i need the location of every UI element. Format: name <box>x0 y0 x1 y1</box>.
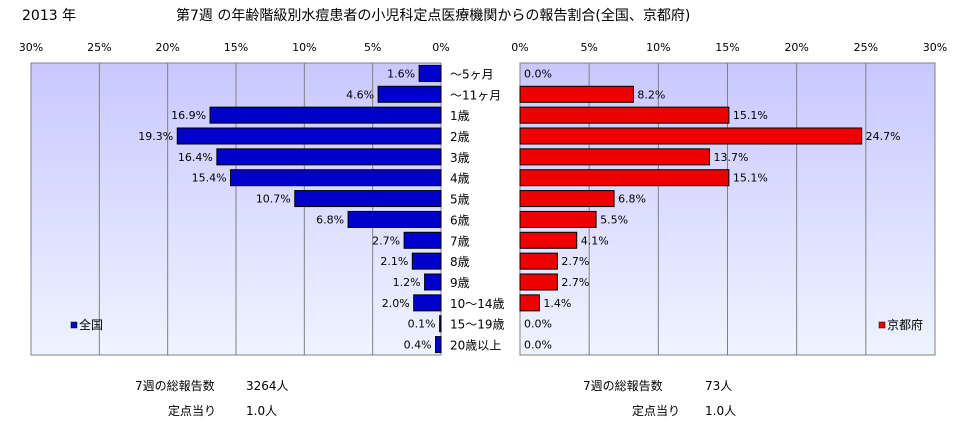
category-label: 15～19歳 <box>450 318 505 332</box>
x-tick-label: 0% <box>432 41 449 54</box>
category-label: ～5ヶ月 <box>450 67 494 81</box>
bar-national-12 <box>439 315 442 333</box>
legend-label-kyoto: 京都府 <box>887 317 923 332</box>
bar-national-8 <box>403 231 442 249</box>
right-per-label: 定点当り <box>632 404 681 418</box>
data-label-kyoto-0: 0.0% <box>524 67 552 80</box>
data-label-national-9: 2.1% <box>380 255 408 268</box>
data-label-national-1: 4.6% <box>346 88 374 101</box>
bar-national-5 <box>230 169 442 187</box>
data-label-kyoto-12: 0.0% <box>524 318 552 331</box>
left-per-label: 定点当り <box>168 404 217 418</box>
data-label-kyoto-7: 5.5% <box>600 213 628 226</box>
category-label: 5歳 <box>450 193 470 207</box>
bar-national-2 <box>209 106 442 124</box>
data-label-kyoto-9: 2.7% <box>561 255 589 268</box>
bar-national-10 <box>424 273 442 291</box>
legend-swatch-national <box>70 321 78 329</box>
x-tick-label: 5% <box>364 41 381 54</box>
bar-kyoto-9 <box>519 252 558 270</box>
bar-kyoto-11 <box>519 294 540 312</box>
x-tick-label: 10% <box>292 41 316 54</box>
x-tick-label: 0% <box>511 41 528 54</box>
bar-national-6 <box>294 190 442 208</box>
bar-kyoto-2 <box>519 106 730 124</box>
bar-kyoto-10 <box>519 273 558 291</box>
left-total-label: 7週の総報告数 <box>135 379 215 393</box>
data-label-national-0: 1.6% <box>387 67 415 80</box>
bar-national-11 <box>413 294 442 312</box>
bar-kyoto-3 <box>519 127 863 145</box>
bar-national-1 <box>377 85 442 103</box>
bar-kyoto-6 <box>519 190 615 208</box>
category-label: 10～14歳 <box>450 297 505 311</box>
data-label-national-11: 2.0% <box>382 297 410 310</box>
data-label-kyoto-13: 0.0% <box>524 339 552 352</box>
bar-national-7 <box>347 210 442 228</box>
right-total-value: 73人 <box>705 379 733 393</box>
chart-title: 第7週 の年齢階級別水痘患者の小児科定点医療機関からの報告割合(全国、京都府) <box>176 7 690 24</box>
data-label-national-6: 10.7% <box>256 193 291 206</box>
data-label-kyoto-4: 13.7% <box>714 151 749 164</box>
bar-national-4 <box>216 148 442 166</box>
left-total-value: 3264人 <box>246 379 289 393</box>
category-label: 2歳 <box>450 130 470 144</box>
category-label: 20歳以上 <box>450 339 501 353</box>
x-tick-label: 20% <box>155 41 179 54</box>
data-label-kyoto-6: 6.8% <box>618 193 646 206</box>
bar-kyoto-5 <box>519 169 730 187</box>
category-label: 4歳 <box>450 172 470 186</box>
x-tick-label: 30% <box>19 41 43 54</box>
data-label-kyoto-8: 4.1% <box>581 234 609 247</box>
data-label-national-2: 16.9% <box>171 109 206 122</box>
bar-national-0 <box>418 64 442 82</box>
left-chart-national: 30% 25% 20% 15% 10% 5% 0% 1.6% 4.6% 16.9% 19.3% 16.… <box>19 41 450 356</box>
bar-kyoto-7 <box>519 210 597 228</box>
data-label-kyoto-10: 2.7% <box>561 276 589 289</box>
right-per-value: 1.0人 <box>705 404 737 418</box>
data-label-national-12: 0.1% <box>408 318 436 331</box>
data-label-kyoto-2: 15.1% <box>733 109 768 122</box>
bar-national-9 <box>411 252 442 270</box>
data-label-national-8: 2.7% <box>372 234 400 247</box>
x-tick-label: 25% <box>87 41 111 54</box>
category-label: 8歳 <box>450 255 470 269</box>
data-label-national-3: 19.3% <box>138 130 173 143</box>
data-label-kyoto-3: 24.7% <box>866 130 901 143</box>
left-per-value: 1.0人 <box>246 404 278 418</box>
category-label: 7歳 <box>450 234 470 248</box>
x-tick-label: 25% <box>854 41 878 54</box>
x-tick-label: 15% <box>715 41 739 54</box>
year-label: 2013 年 <box>22 8 76 24</box>
data-label-national-10: 1.2% <box>393 276 421 289</box>
legend-swatch-kyoto <box>878 321 886 329</box>
bar-national-13 <box>435 336 442 354</box>
right-chart-kyoto: 0% 5% 10% 15% 20% 25% 30% 0.0% 8.2% 15.1% 24.7% 13.… <box>511 41 947 356</box>
category-label: 3歳 <box>450 151 470 165</box>
bar-kyoto-1 <box>519 85 634 103</box>
x-tick-label: 10% <box>646 41 670 54</box>
data-label-national-13: 0.4% <box>404 339 432 352</box>
x-tick-label: 15% <box>224 41 248 54</box>
bar-national-3 <box>176 127 442 145</box>
bar-kyoto-8 <box>519 231 578 249</box>
data-label-national-7: 6.8% <box>316 213 344 226</box>
category-label: 9歳 <box>450 276 470 290</box>
legend-label-national: 全国 <box>79 317 103 332</box>
data-label-kyoto-5: 15.1% <box>733 172 768 185</box>
data-label-national-5: 15.4% <box>192 172 227 185</box>
data-label-national-4: 16.4% <box>178 151 213 164</box>
bar-kyoto-4 <box>519 148 711 166</box>
data-label-kyoto-11: 1.4% <box>543 297 571 310</box>
x-tick-label: 20% <box>784 41 808 54</box>
x-tick-label: 5% <box>580 41 597 54</box>
category-labels: ～5ヶ月 ～11ヶ月 1歳 2歳 3歳 4歳 5歳 6歳 7歳 8歳 9歳 10～14歳 15～19歳 2… <box>450 67 505 352</box>
right-total-label: 7週の総報告数 <box>583 379 663 393</box>
x-tick-label: 30% <box>923 41 947 54</box>
category-label: 6歳 <box>450 213 470 227</box>
category-label: 1歳 <box>450 109 470 123</box>
data-label-kyoto-1: 8.2% <box>637 88 665 101</box>
category-label: ～11ヶ月 <box>450 88 501 102</box>
